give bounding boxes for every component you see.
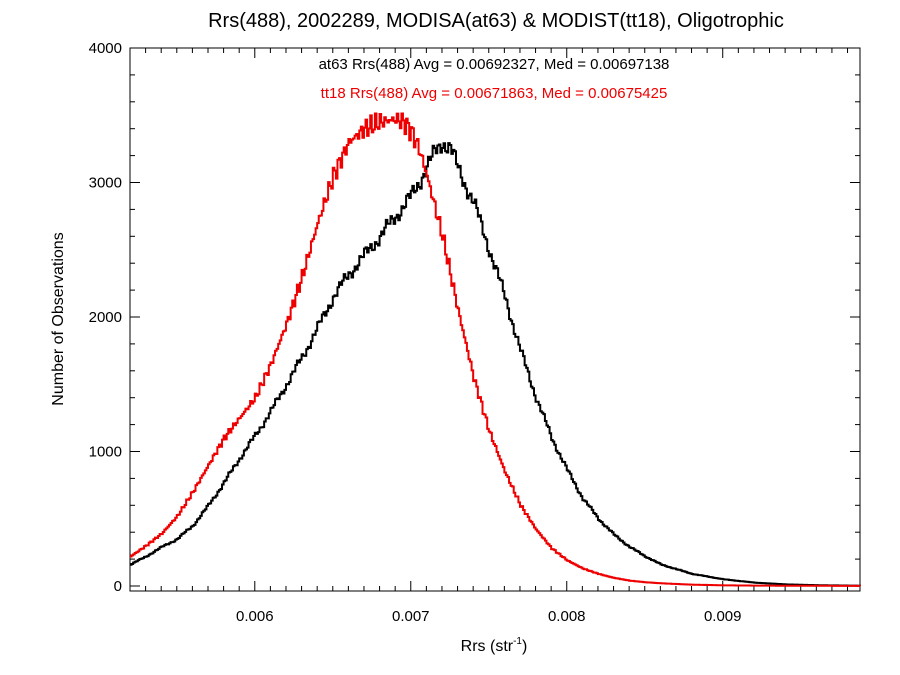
y-tick-label: 0 bbox=[114, 578, 122, 595]
y-tick-label: 3000 bbox=[89, 175, 122, 192]
chart-title: Rrs(488), 2002289, MODISA(at63) & MODIST… bbox=[208, 10, 784, 32]
y-tick-label: 4000 bbox=[89, 40, 122, 57]
series-line-1 bbox=[130, 112, 861, 587]
x-tick-labels: 0.006 0.007 0.008 0.009 bbox=[236, 608, 741, 625]
plot-area bbox=[129, 47, 861, 592]
x-axis-label-close: ) bbox=[522, 638, 527, 655]
x-tick-label: 0.008 bbox=[548, 608, 586, 625]
y-tick-label: 2000 bbox=[89, 309, 122, 326]
data-series bbox=[130, 112, 861, 587]
plot-frame bbox=[129, 47, 861, 592]
y-tick-labels: 0 1000 2000 3000 4000 bbox=[89, 40, 122, 595]
annotation-tt18: tt18 Rrs(488) Avg = 0.00671863, Med = 0.… bbox=[321, 85, 668, 102]
x-axis-label-superscript: -1 bbox=[513, 636, 522, 647]
y-tick-label: 1000 bbox=[89, 444, 122, 461]
series-line-0 bbox=[130, 142, 861, 587]
x-axis-label-base: Rrs (str bbox=[461, 638, 514, 655]
y-axis-label: Number of Observations bbox=[50, 232, 67, 405]
axis-ticks bbox=[130, 47, 860, 591]
x-axis-label: Rrs (str-1) bbox=[461, 636, 528, 655]
x-tick-label: 0.006 bbox=[236, 608, 274, 625]
annotation-at63: at63 Rrs(488) Avg = 0.00692327, Med = 0.… bbox=[319, 56, 670, 73]
x-tick-label: 0.009 bbox=[704, 608, 742, 625]
x-tick-label: 0.007 bbox=[392, 608, 430, 625]
